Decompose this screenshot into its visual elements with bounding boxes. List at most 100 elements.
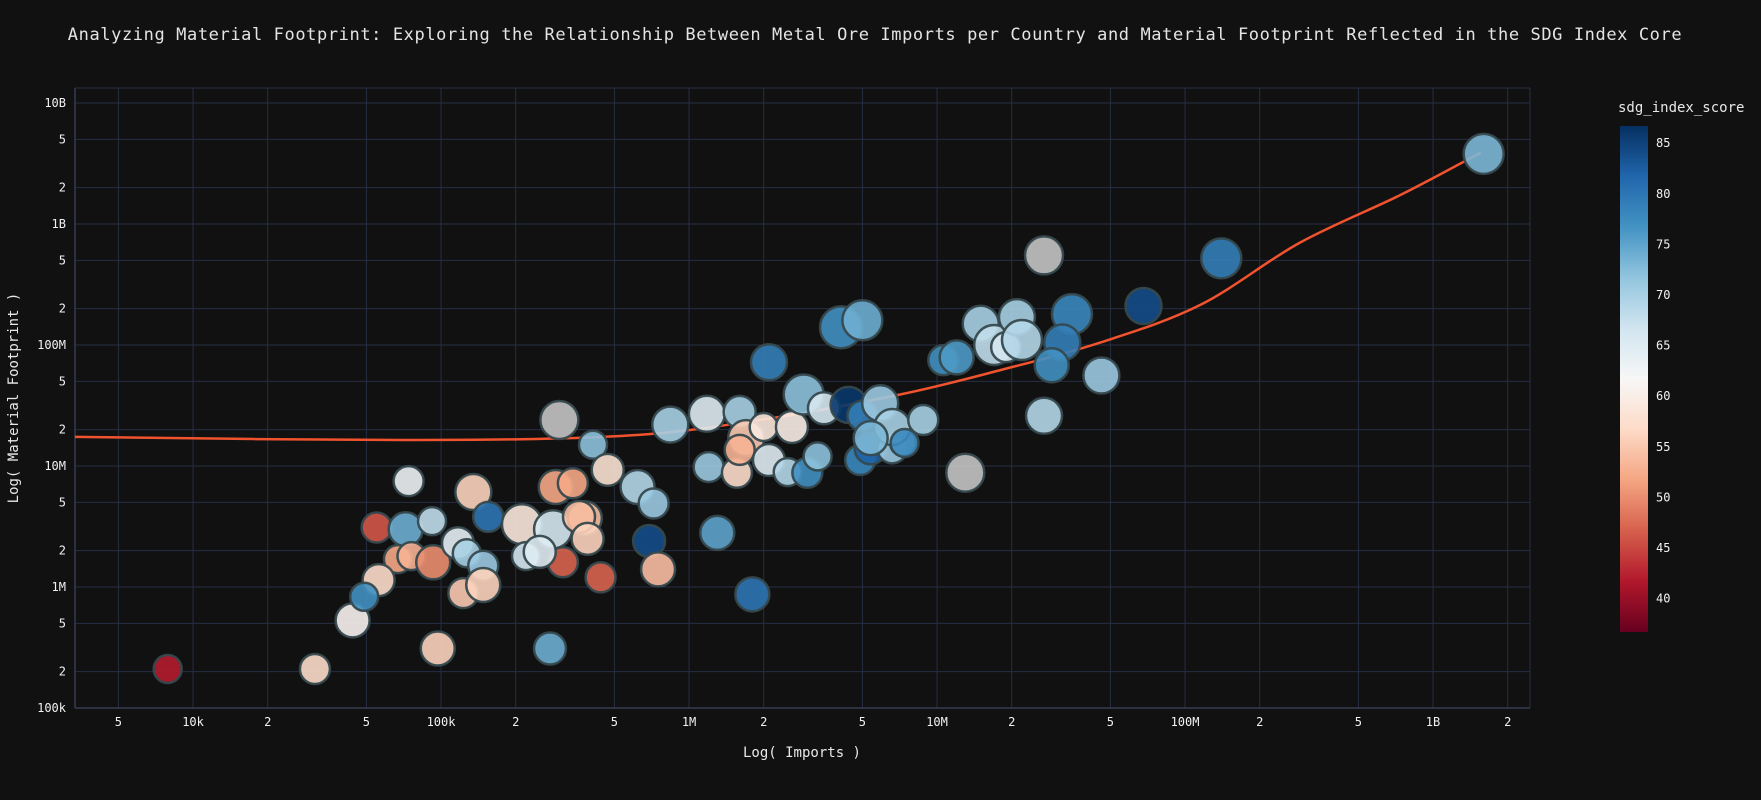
x-tick-label: 2 [1008,715,1015,729]
scatter-point[interactable] [699,514,736,552]
scatter-point[interactable] [590,452,625,488]
scatter-point[interactable] [1200,237,1243,280]
scatter-point[interactable] [692,450,725,484]
x-tick-labels: 5 10k 2 5 100k 2 5 1M 2 5 10M 2 5 100M 2 5 1B 2 [115,715,1512,729]
x-tick-label: 5 [611,715,618,729]
y-tick-label: 5 [59,374,66,388]
scatter-points [152,132,1505,686]
x-tick-label: 2 [1504,715,1511,729]
scatter-point[interactable] [532,631,568,666]
scatter-point[interactable] [748,411,779,443]
colorbar-tick-label: 40 [1656,592,1670,606]
y-tick-label: 2 [59,302,66,316]
colorbar-tick-label: 85 [1656,136,1670,150]
scatter-point[interactable] [852,419,889,457]
scatter-point[interactable] [749,343,789,382]
scatter-point[interactable] [584,561,617,594]
x-tick-label: 2 [264,715,271,729]
scatter-point[interactable] [734,576,771,613]
scatter-point[interactable] [1124,286,1163,326]
scatter-point[interactable] [360,511,393,544]
scatter-point[interactable] [522,534,557,570]
scatter-point[interactable] [1033,347,1070,384]
x-tick-label: 100M [1171,715,1200,729]
x-tick-label: 1M [682,715,696,729]
scatter-point[interactable] [577,429,609,460]
colorbar-tick-labels: 85 80 75 70 65 60 55 50 45 40 [1656,136,1670,605]
x-tick-label: 1B [1426,715,1440,729]
scatter-point[interactable] [938,339,975,376]
y-tick-label: 2 [59,544,66,558]
scatter-point[interactable] [1462,132,1505,176]
y-tick-label: 5 [59,616,66,630]
y-axis-title: Log( Material Footprint ) [6,293,22,504]
colorbar-tick-label: 65 [1656,339,1670,353]
trend-line[interactable] [74,151,1482,442]
scatter-point[interactable] [723,433,756,467]
colorbar-title: sdg_index_score [1618,100,1744,116]
scatter-point[interactable] [298,652,332,686]
chart-title: Analyzing Material Footprint: Exploring … [68,25,1682,45]
y-tick-label: 10M [44,459,66,473]
scatter-point[interactable] [889,427,920,459]
x-tick-label: 5 [115,715,122,729]
colorbar: sdg_index_score 85 80 75 70 65 60 55 50 45 40 [1618,100,1744,632]
scatter-point[interactable] [556,467,590,500]
scatter-point[interactable] [639,551,677,588]
scatter-point[interactable] [454,472,493,512]
scatter-point[interactable] [687,394,727,434]
scatter-point[interactable] [419,630,457,667]
scatter-point[interactable] [471,500,505,534]
colorbar-tick-label: 80 [1656,187,1670,201]
scatter-point[interactable] [774,409,810,445]
y-tick-label: 1B [52,217,66,231]
scatter-point[interactable] [414,544,452,581]
colorbar-tick-label: 75 [1656,237,1670,251]
scatter-point[interactable] [1023,235,1065,276]
scatter-point[interactable] [152,653,183,685]
x-tick-label: 10M [926,715,948,729]
x-tick-label: 5 [1355,715,1362,729]
scatter-point[interactable] [637,487,670,520]
scatter-point[interactable] [465,566,502,604]
x-tick-label: 5 [859,715,866,729]
scatter-point[interactable] [907,403,940,437]
y-tick-label: 5 [59,495,66,509]
y-tick-labels: 100k 2 5 1M 2 5 10M 2 5 100M 2 5 1B 2 5 10B [37,96,67,715]
scatter-point[interactable] [802,441,833,472]
scatter-point[interactable] [1082,356,1121,395]
y-tick-label: 100M [37,338,66,352]
y-tick-label: 1M [52,580,66,594]
x-tick-label: 2 [1256,715,1263,729]
colorbar-tick-label: 55 [1656,440,1670,454]
axis-lines [74,87,1531,709]
colorbar-tick-label: 50 [1656,490,1670,504]
scatter-point[interactable] [945,452,986,493]
scatter-point[interactable] [570,521,605,557]
x-tick-label: 2 [512,715,519,729]
x-tick-label: 5 [363,715,370,729]
scatter-point[interactable] [1024,396,1064,436]
y-tick-label: 2 [59,665,66,679]
scatter-point[interactable] [539,399,580,441]
colorbar-gradient [1620,126,1648,632]
scatter-point[interactable] [392,464,425,498]
x-axis-title: Log( Imports ) [743,745,861,761]
y-tick-label: 2 [59,423,66,437]
x-tick-label: 2 [760,715,767,729]
x-tick-label: 10k [182,715,204,729]
colorbar-tick-label: 60 [1656,389,1670,403]
scatter-point[interactable] [1000,318,1044,362]
scatter-point[interactable] [841,299,884,342]
x-tick-label: 100k [427,715,457,729]
colorbar-tick-label: 45 [1656,541,1670,555]
y-tick-label: 5 [59,132,66,146]
scatter-point[interactable] [416,505,448,537]
y-tick-label: 2 [59,181,66,195]
y-tick-label: 100k [37,701,67,715]
scatter-point[interactable] [651,405,690,444]
scatter-point[interactable] [348,581,380,613]
colorbar-tick-label: 70 [1656,288,1670,302]
